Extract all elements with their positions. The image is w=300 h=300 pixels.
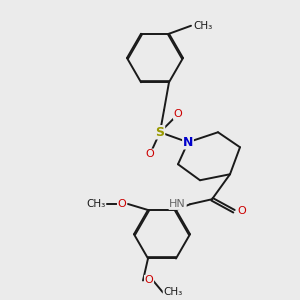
Text: O: O [238, 206, 246, 216]
Text: N: N [183, 136, 193, 149]
Text: O: O [146, 149, 154, 159]
Text: CH₃: CH₃ [194, 21, 213, 31]
Text: O: O [145, 275, 153, 286]
Text: S: S [155, 126, 164, 139]
Text: CH₃: CH₃ [86, 199, 106, 209]
Text: O: O [174, 109, 182, 119]
Text: O: O [118, 199, 126, 209]
Text: CH₃: CH₃ [164, 287, 183, 298]
Text: HN: HN [169, 199, 186, 209]
